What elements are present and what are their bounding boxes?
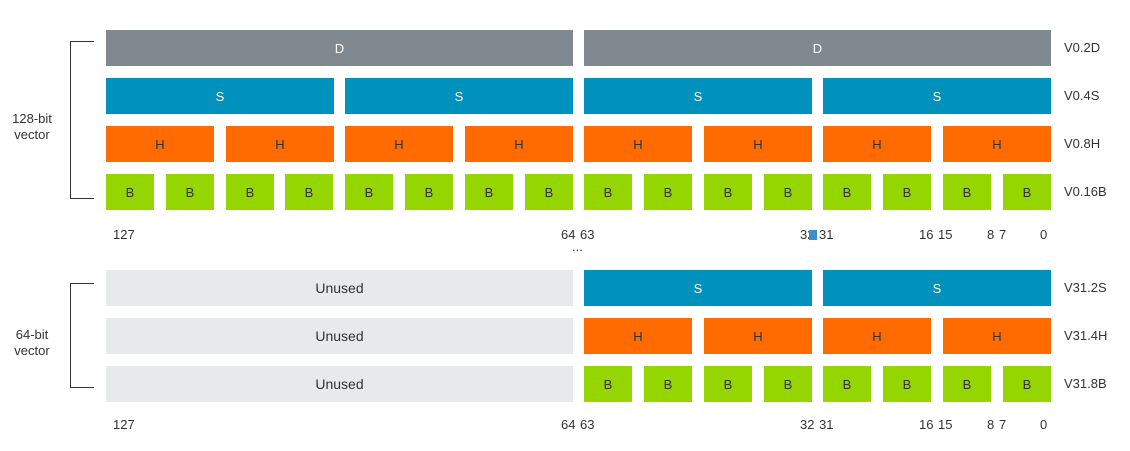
vector-128-bracket-top (70, 41, 94, 42)
vector-64-label-line1: 64-bit (15, 327, 49, 342)
bit-64-b: 64 (561, 417, 576, 432)
vector-64-bracket (70, 283, 71, 388)
lane-b-2: B (883, 174, 931, 210)
vector-128-label-line1: 128-bit (12, 111, 52, 126)
bit-0: 0 (1040, 227, 1048, 242)
lane-b-4: B (764, 174, 812, 210)
lane-b-7-v31: B (584, 366, 632, 402)
bit-127-b: 127 (113, 417, 135, 432)
lane-b-9: B (465, 174, 513, 210)
lane-h-3-v31: H (584, 318, 692, 354)
lane-s-0-v31: S (823, 270, 1051, 306)
lane-h-4: H (465, 126, 573, 162)
lane-b-6: B (644, 174, 692, 210)
lane-b-3: B (823, 174, 871, 210)
lane-b-7: B (584, 174, 632, 210)
lane-s-1-v31: S (584, 270, 812, 306)
bit-8-b: 8 (987, 417, 995, 432)
lane-b-1-v31: B (943, 366, 991, 402)
bit-127: 127 (113, 227, 135, 242)
vector-64-bracket-bottom (70, 387, 94, 388)
lane-s-2: S (345, 78, 573, 114)
lane-b-15: B (106, 174, 154, 210)
lane-d-1: D (106, 30, 573, 66)
register-ellipsis: ... (572, 239, 583, 254)
bit-7: 7 (999, 227, 1007, 242)
lane-h-6: H (226, 126, 334, 162)
bit-16: 16 (919, 227, 934, 242)
lane-unused-8b: Unused (106, 366, 573, 402)
lane-h-0-v31: H (943, 318, 1051, 354)
bit-63-b: 63 (580, 417, 595, 432)
lane-b-13: B (226, 174, 274, 210)
lane-s-0: S (823, 78, 1051, 114)
vector-128-label: 128-bit vector (0, 111, 64, 143)
lane-b-5: B (704, 174, 752, 210)
lane-b-0: B (1003, 174, 1051, 210)
lane-h-1: H (823, 126, 931, 162)
bit-7-b: 7 (999, 417, 1007, 432)
bit-8: 8 (987, 227, 995, 242)
row-label-v31-4h: V31.4H (1064, 328, 1108, 343)
bit-63: 63 (580, 227, 595, 242)
lane-unused-4h: Unused (106, 318, 573, 354)
lane-b-14: B (166, 174, 214, 210)
vector-64-label-line2: vector (14, 343, 50, 358)
bit-0-b: 0 (1040, 417, 1048, 432)
lane-h-0: H (943, 126, 1051, 162)
bit-64: 64 (561, 227, 576, 242)
lane-b-3-v31: B (823, 366, 871, 402)
row-label-v0-2d: V0.2D (1064, 40, 1101, 55)
vector-128-bracket (70, 41, 71, 199)
lane-b-11: B (345, 174, 393, 210)
lane-h-2: H (704, 126, 812, 162)
lane-d-0: D (584, 30, 1051, 66)
row-label-v0-8h: V0.8H (1064, 136, 1101, 151)
bit-15: 15 (938, 227, 953, 242)
bit-31-b: 31 (819, 417, 834, 432)
lane-h-1-v31: H (823, 318, 931, 354)
lane-unused-2s: Unused (106, 270, 573, 306)
lane-b-5-v31: B (704, 366, 752, 402)
lane-b-1: B (943, 174, 991, 210)
vector-64-label: 64-bit vector (0, 327, 64, 359)
lane-b-8: B (525, 174, 573, 210)
lane-b-2-v31: B (883, 366, 931, 402)
bit-31: 31 (819, 227, 834, 242)
lane-b-0-v31: B (1003, 366, 1051, 402)
row-label-v0-16b: V0.16B (1064, 184, 1107, 199)
lane-b-4-v31: B (764, 366, 812, 402)
row-label-v31-8b: V31.8B (1064, 376, 1107, 391)
lane-h-7: H (106, 126, 214, 162)
lane-s-3: S (106, 78, 334, 114)
lane-h-2-v31: H (704, 318, 812, 354)
vector-64-bracket-top (70, 283, 94, 284)
lane-boundary-marker (809, 230, 817, 240)
vector-128-label-line2: vector (14, 127, 50, 142)
row-label-v0-4s: V0.4S (1064, 88, 1100, 103)
lane-h-3: H (584, 126, 692, 162)
lane-s-1: S (584, 78, 812, 114)
lane-b-12: B (285, 174, 333, 210)
bit-15-b: 15 (938, 417, 953, 432)
lane-b-10: B (405, 174, 453, 210)
vector-128-bracket-bottom (70, 198, 94, 199)
bit-16-b: 16 (919, 417, 934, 432)
row-label-v31-2s: V31.2S (1064, 280, 1107, 295)
lane-b-6-v31: B (644, 366, 692, 402)
bit-32-b: 32 (800, 417, 815, 432)
lane-h-5: H (345, 126, 453, 162)
